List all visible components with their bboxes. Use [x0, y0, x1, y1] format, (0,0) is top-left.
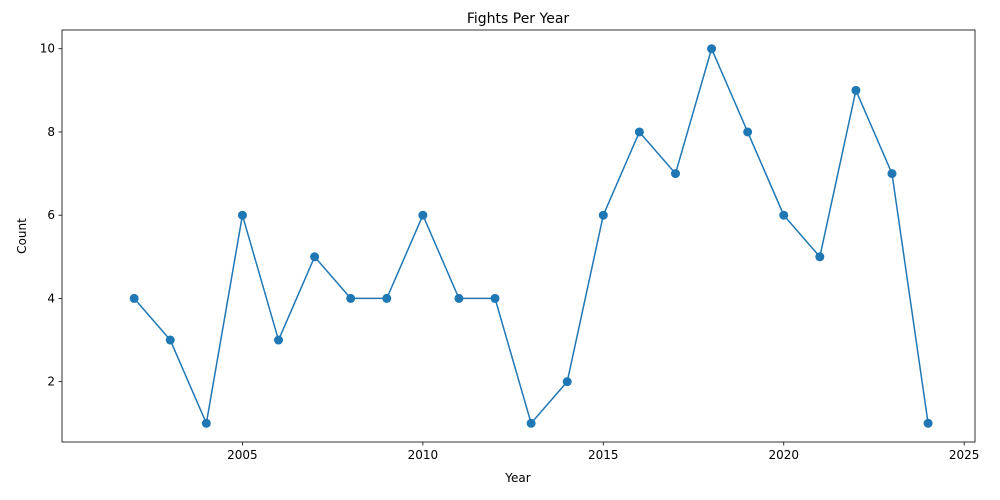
x-tick-label: 2005 — [227, 448, 258, 462]
data-point — [310, 252, 320, 262]
data-point — [598, 210, 608, 220]
y-tick-label: 2 — [47, 375, 55, 389]
y-tick-label: 4 — [47, 291, 55, 305]
y-axis-ticks: 2 4 6 8 10 — [40, 42, 62, 389]
data-point — [923, 418, 933, 428]
plot-frame — [61, 29, 976, 443]
data-point — [274, 335, 284, 345]
y-tick-label: 10 — [40, 42, 55, 56]
y-tick-label: 8 — [47, 125, 55, 139]
y-tick-label: 6 — [47, 208, 55, 222]
data-point — [418, 210, 428, 220]
data-point — [743, 127, 753, 137]
x-axis-label: Year — [504, 471, 530, 485]
x-tick-label: 2025 — [949, 448, 980, 462]
data-point — [634, 127, 644, 137]
data-point — [201, 418, 211, 428]
data-point — [382, 293, 392, 303]
data-point — [526, 418, 536, 428]
data-point — [815, 252, 825, 262]
data-point — [165, 335, 175, 345]
x-tick-label: 2020 — [768, 448, 799, 462]
data-point — [346, 293, 356, 303]
data-points — [129, 44, 933, 428]
data-point — [129, 293, 139, 303]
data-point — [562, 377, 572, 387]
plot-area — [62, 30, 975, 442]
data-point — [237, 210, 247, 220]
data-point — [707, 44, 717, 54]
data-point — [851, 85, 861, 95]
data-point — [779, 210, 789, 220]
data-point — [887, 169, 897, 179]
x-tick-label: 2015 — [588, 448, 619, 462]
y-axis-label: Count — [15, 218, 29, 254]
data-point — [670, 169, 680, 179]
chart-title: Fights Per Year — [467, 11, 570, 27]
x-axis-ticks: 2005 2010 2015 2020 2025 — [227, 442, 979, 462]
x-tick-label: 2010 — [408, 448, 439, 462]
data-point — [490, 293, 500, 303]
data-point — [454, 293, 464, 303]
